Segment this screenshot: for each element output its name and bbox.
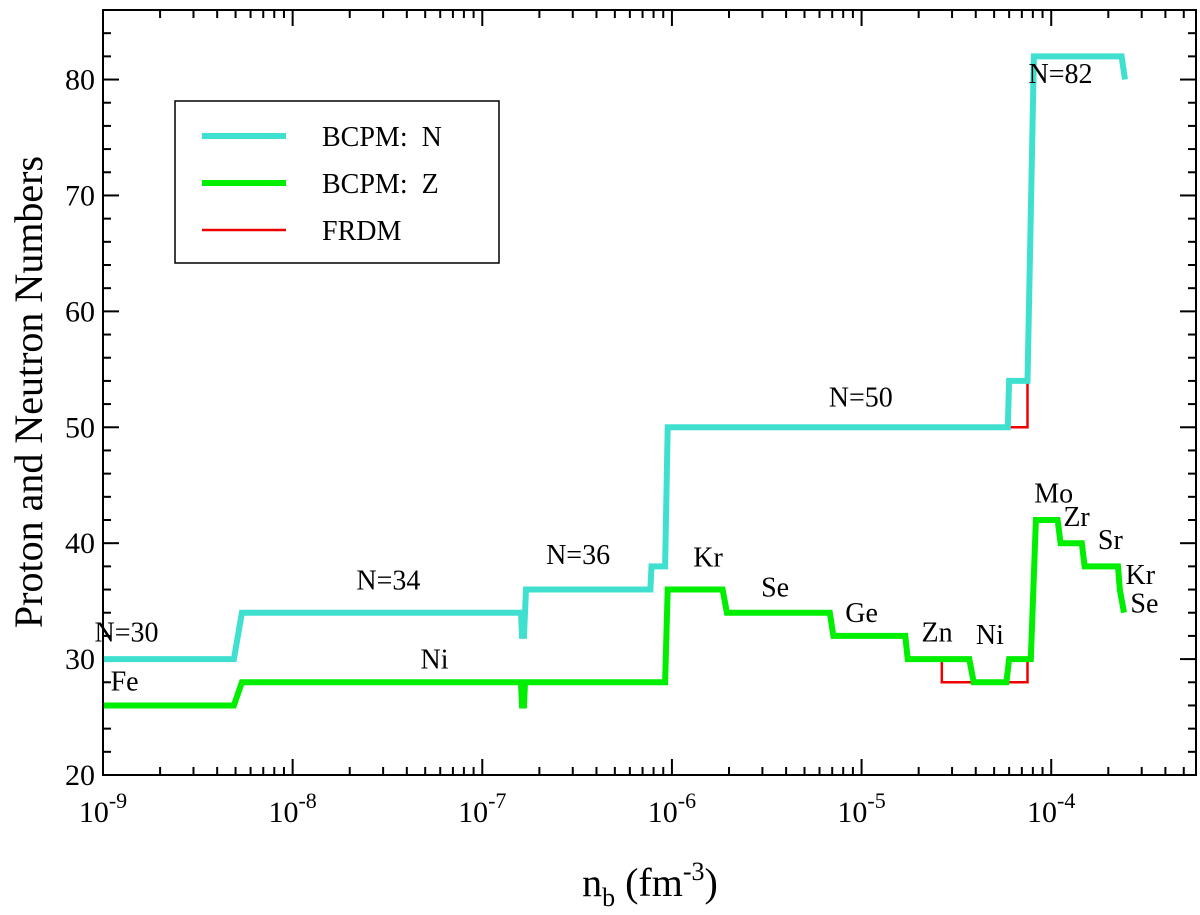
annotation-label: N=82 — [1029, 59, 1093, 90]
series-lines — [103, 53, 1128, 709]
annotation-label: N=36 — [546, 540, 610, 571]
y-axis-title: Proton and Neutron Numbers — [6, 156, 51, 628]
legend-label-bcpm-n: BCPM: N — [322, 122, 442, 153]
y-tick-label: 80 — [65, 64, 95, 97]
annotation-label: Mo — [1034, 479, 1073, 510]
annotation-label: Kr — [1126, 560, 1156, 591]
y-tick-label: 20 — [65, 759, 95, 792]
legend-label-bcpm-z: BCPM: Z — [322, 169, 439, 200]
annotation-label: Se — [1130, 589, 1158, 620]
annotation-label: Ni — [976, 620, 1004, 651]
y-tick-label: 60 — [65, 295, 95, 328]
tick-labels: 20 30 40 50 60 70 80 10-9 10-8 10-7 10-6 10-5 10-4 — [65, 64, 1075, 829]
x-tick-label: 10-7 — [458, 788, 506, 829]
y-tick-label: 40 — [65, 527, 95, 560]
legend: BCPM: N BCPM: Z FRDM — [174, 100, 500, 264]
annotation-label: Fe — [111, 666, 139, 697]
series-line-bcpm-n — [103, 53, 1128, 663]
annotation-label: Ge — [845, 598, 878, 629]
x-tick-label: 10-8 — [268, 788, 316, 829]
x-tick-label: 10-4 — [1027, 788, 1075, 829]
x-axis-title-base: n — [582, 860, 602, 905]
annotation-label: Se — [761, 573, 789, 604]
plot-frame — [102, 9, 1197, 776]
x-axis-title-unit-exp: -3 — [683, 857, 705, 886]
annotation-label: Zr — [1063, 502, 1090, 533]
annotation-label: N=30 — [94, 618, 158, 649]
x-axis-title-unit: (fm — [615, 860, 683, 905]
x-tick-label: 10-9 — [79, 788, 127, 829]
y-tick-label: 50 — [65, 411, 95, 444]
series-line-bcpm-z — [103, 517, 1127, 709]
annotation-label: Sr — [1098, 525, 1124, 556]
annotation-label: N=50 — [829, 382, 893, 413]
x-axis-title-unit-close: ) — [705, 860, 718, 905]
y-tick-label: 70 — [65, 179, 95, 212]
x-tick-label: 10-6 — [648, 788, 696, 829]
annotation-label: Ni — [421, 644, 449, 675]
x-tick-label: 10-5 — [837, 788, 885, 829]
annotation-label: Kr — [693, 542, 723, 573]
annotation-label: Zn — [921, 618, 952, 649]
legend-label-frdm: FRDM — [322, 216, 401, 247]
y-tick-label: 30 — [65, 643, 95, 676]
annotation-label: N=34 — [356, 566, 420, 597]
x-axis-title-sub: b — [602, 883, 615, 912]
x-axis-title: nb (fm-3) — [582, 857, 718, 912]
axis-ticks — [102, 9, 1196, 776]
